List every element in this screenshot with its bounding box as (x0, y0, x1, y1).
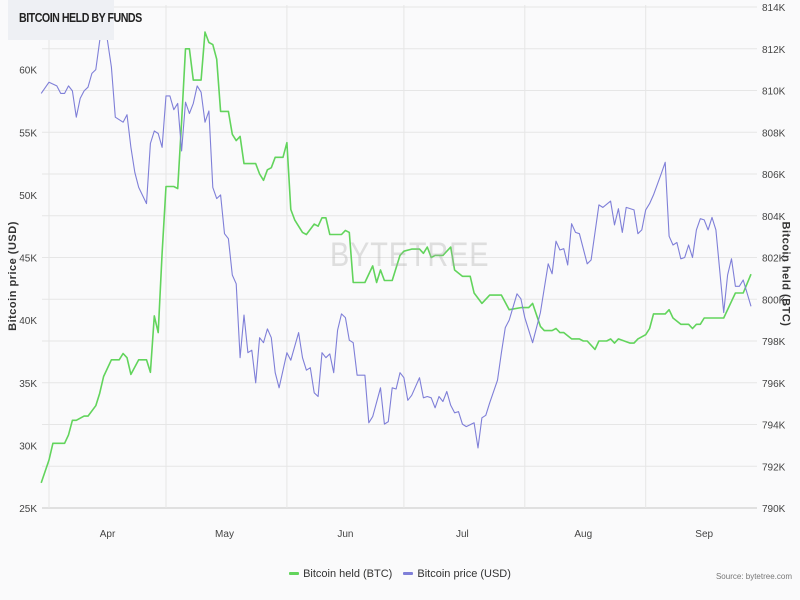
y-left-tick-label: 55K (19, 128, 37, 139)
legend: Bitcoin held (BTC) Bitcoin price (USD) (0, 566, 800, 580)
y-right-tick-label: 806K (762, 170, 786, 181)
y-axis-right-title: Bitcoin held (BTC) (779, 221, 792, 327)
x-tick-label: Apr (100, 529, 116, 540)
y-right-tick-label: 796K (762, 379, 786, 390)
y-left-tick-label: 50K (19, 191, 37, 202)
series-line-bitcoin-price (40, 20, 752, 449)
y-right-tick-label: 814K (762, 3, 786, 14)
x-axis: Apr May Jun Jul Aug Sep (100, 529, 714, 540)
grid (42, 5, 757, 509)
x-tick-label: Sep (695, 529, 713, 540)
legend-label-price: Bitcoin price (USD) (417, 567, 511, 580)
y-left-tick-label: 60K (19, 66, 37, 77)
legend-label-held: Bitcoin held (BTC) (303, 567, 393, 580)
x-tick-label: Jul (456, 529, 469, 540)
y-right-tick-label: 802K (762, 254, 786, 265)
x-tick-label: May (215, 529, 234, 540)
y-right-tick-label: 790K (762, 504, 786, 515)
watermark-logo: BYTETREE (330, 236, 490, 274)
y-left-tick-label: 25K (19, 504, 37, 515)
series-line-bitcoin-held (40, 31, 752, 484)
points-bitcoin-held (41, 32, 752, 483)
y-axis-right: 790K 792K 794K 796K 798K 800K 802K 804K 806K 808K… (762, 3, 786, 515)
y-right-tick-label: 812K (762, 45, 786, 56)
y-right-tick-label: 804K (762, 212, 786, 223)
legend-item-price[interactable]: Bitcoin price (USD) (403, 568, 511, 580)
y-left-tick-label: 30K (19, 441, 37, 452)
legend-swatch-price (403, 572, 414, 575)
y-axis-left: 25K 30K 35K 40K 45K 50K 55K 60K (19, 66, 37, 515)
series-lines (40, 20, 752, 484)
y-right-tick-label: 808K (762, 128, 786, 139)
points-bitcoin-price (41, 20, 752, 448)
x-tick-label: Aug (574, 529, 592, 540)
legend-item-held[interactable]: Bitcoin held (BTC) (289, 568, 392, 580)
legend-swatch-held (289, 572, 300, 575)
y-right-tick-label: 810K (762, 87, 786, 98)
y-right-tick-label: 794K (762, 421, 786, 432)
y-right-tick-label: 792K (762, 462, 786, 473)
title-box: BITCOIN HELD BY FUNDS (8, 0, 142, 40)
y-left-tick-label: 35K (19, 379, 37, 390)
y-left-tick-label: 45K (19, 254, 37, 265)
y-right-tick-label: 800K (762, 295, 786, 306)
y-left-tick-label: 40K (19, 316, 37, 327)
source-credit: Source: bytetree.com (715, 572, 792, 581)
y-axis-left-title: Bitcoin price (USD) (6, 221, 19, 331)
x-tick-label: Jun (337, 529, 353, 540)
chart-title: BITCOIN HELD BY FUNDS (19, 10, 142, 25)
y-right-tick-label: 798K (762, 337, 786, 348)
